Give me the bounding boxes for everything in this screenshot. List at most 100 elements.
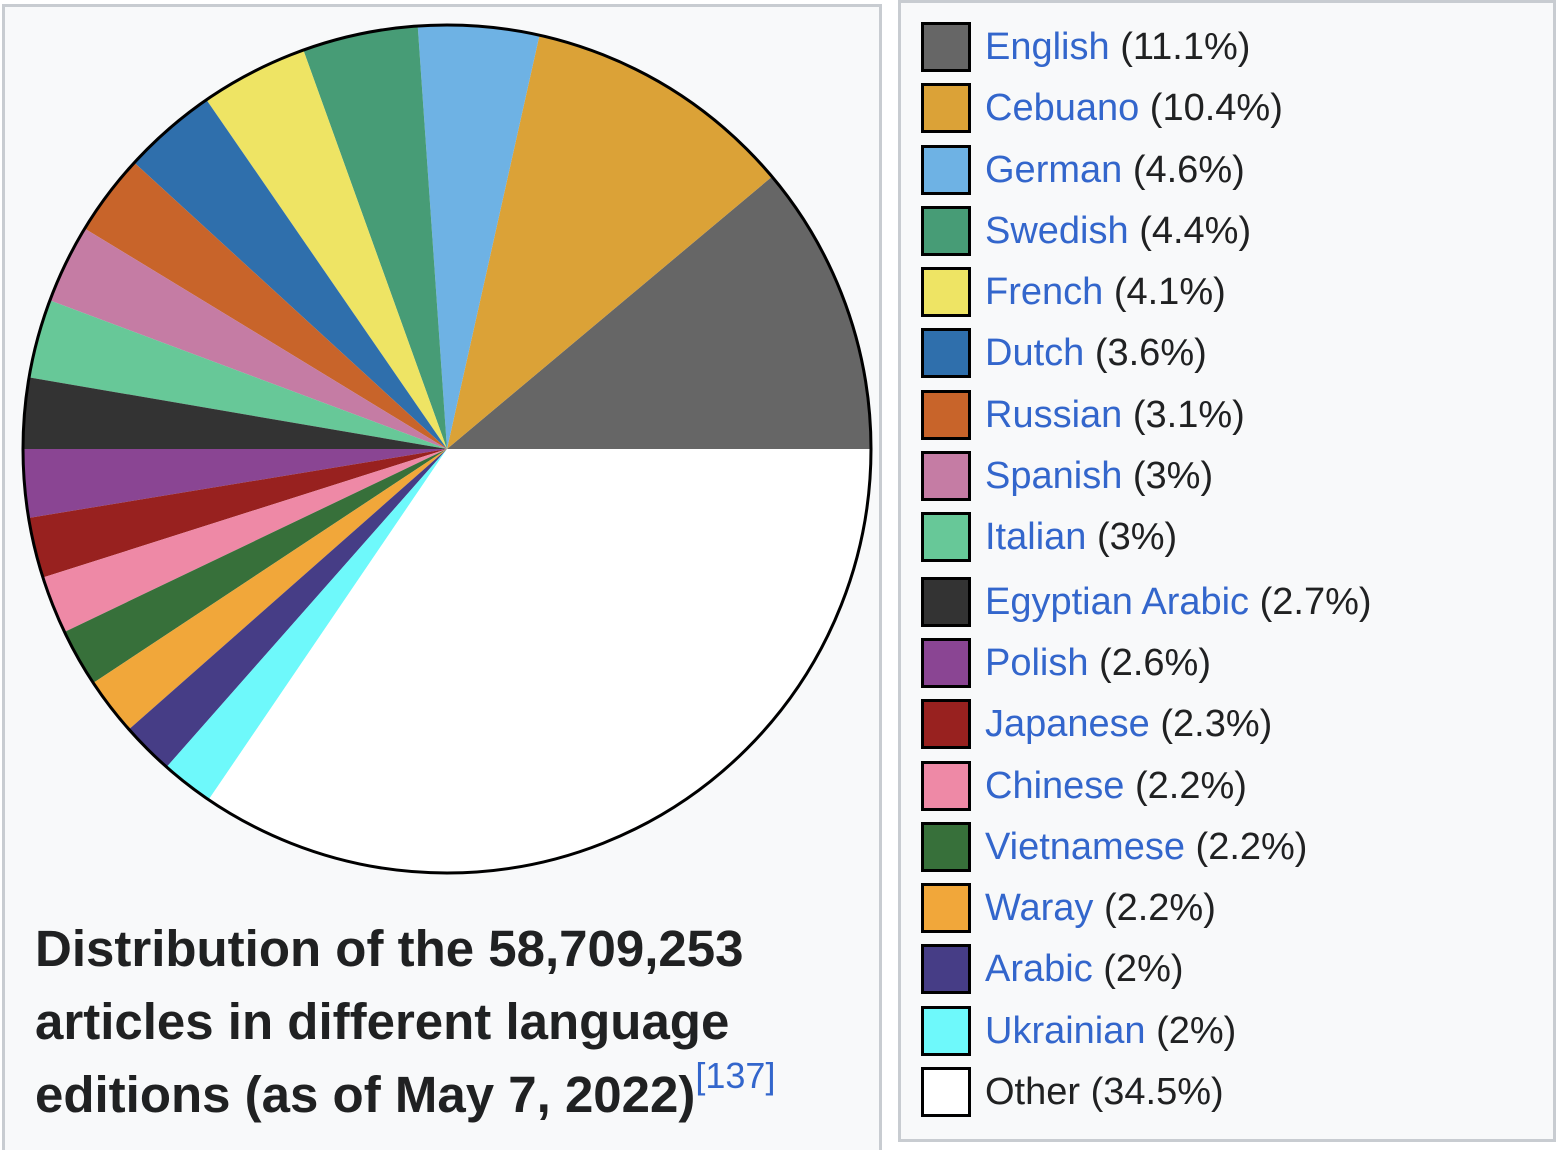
chart-caption: Distribution of the 58,709,253 articles … [35,912,855,1131]
legend-percent: (10.4%) [1139,86,1283,129]
legend-percent: (2%) [1145,1009,1237,1052]
legend-swatch [921,451,971,501]
legend-label: Dutch (3.6%) [985,332,1207,375]
language-link[interactable]: French [985,270,1104,313]
legend-percent: (2.3%) [1149,702,1273,745]
legend-swatch [921,267,971,317]
legend-item-cebuano: Cebuano (10.4%) [921,82,1283,134]
legend-label: Russian (3.1%) [985,394,1245,437]
legend-item-swedish: Swedish (4.4%) [921,205,1251,257]
legend-swatch [921,206,971,256]
legend-item-arabic: Arabic (2%) [921,943,1184,995]
chart-figure: Distribution of the 58,709,253 articles … [2,4,882,1150]
legend-percent: (4.1%) [1103,270,1226,313]
language-link[interactable]: Ukrainian [985,1009,1146,1052]
legend-percent: (2.2%) [1124,764,1247,807]
pie-slice-french [206,50,447,449]
pie-slice-german [417,24,540,449]
pie-slice-other [208,449,871,873]
language-link[interactable]: Chinese [985,764,1125,807]
pie-slice-vietnamese [64,449,447,683]
language-link[interactable]: German [985,148,1123,191]
legend-swatch [921,390,971,440]
legend-swatch [921,328,971,378]
legend-swatch [921,1067,971,1117]
chart-legend: English (11.1%) Cebuano (10.4%) German (4.… [898,0,1556,1142]
legend-percent: (4.4%) [1128,209,1252,252]
legend-item-italian: Italian (3%) [921,511,1177,563]
legend-item-chinese: Chinese (2.2%) [921,760,1247,812]
language-link[interactable]: Italian [985,515,1087,558]
legend-label: Waray (2.2%) [985,887,1216,930]
legend-item-dutch: Dutch (3.6%) [921,327,1207,379]
legend-item-waray: Waray (2.2%) [921,882,1216,934]
pie-slice-chinese [42,449,447,632]
legend-label: German (4.6%) [985,149,1245,192]
legend-item-spanish: Spanish (3%) [921,450,1213,502]
pie-slice-egyptian-arabic [23,377,447,449]
legend-label: Italian (3%) [985,516,1177,559]
legend-swatch [921,761,971,811]
pie-slice-japanese [28,449,448,578]
legend-label: Swedish (4.4%) [985,210,1251,253]
language-link[interactable]: Swedish [985,209,1129,252]
legend-label: French (4.1%) [985,271,1226,314]
legend-percent: (2%) [1092,947,1184,990]
language-link[interactable]: Spanish [985,454,1123,497]
pie-outline [21,23,873,875]
language-link[interactable]: Arabic [985,947,1093,990]
legend-swatch [921,883,971,933]
legend-label: Cebuano (10.4%) [985,87,1283,130]
pie-slice-arabic [128,449,447,768]
legend-percent: (3%) [1122,454,1214,497]
legend-percent: (2.7%) [1249,580,1372,623]
pie-slice-cebuano [447,35,772,450]
legend-label: English (11.1%) [985,26,1250,69]
language-link[interactable]: Japanese [985,702,1150,745]
language-link[interactable]: Egyptian Arabic [985,580,1250,623]
pie-slice-spanish [49,228,448,449]
language-link[interactable]: Vietnamese [985,825,1185,868]
legend-percent: (2.2%) [1184,825,1308,868]
legend-swatch [921,577,971,627]
legend-item-french: French (4.1%) [921,266,1226,318]
caption-text: Distribution of the 58,709,253 articles … [35,920,744,1123]
legend-item-english: English (11.1%) [921,21,1250,73]
legend-label: Egyptian Arabic (2.7%) [985,581,1372,624]
legend-percent: (3.1%) [1122,393,1245,436]
legend-label: Spanish (3%) [985,455,1213,498]
language-link[interactable]: Dutch [985,331,1085,374]
language-link[interactable]: Waray [985,886,1094,929]
pie-slice-polish [23,449,447,518]
language-link[interactable]: English [985,25,1110,68]
pie-slice-dutch [134,99,447,449]
legend-percent: (4.6%) [1122,148,1245,191]
legend-swatch [921,699,971,749]
legend-item-egyptian-arabic: Egyptian Arabic (2.7%) [921,576,1372,628]
legend-item-russian: Russian (3.1%) [921,389,1245,441]
legend-label: Ukrainian (2%) [985,1010,1236,1053]
pie-slice-english [447,176,871,449]
legend-label: Other (34.5%) [985,1071,1224,1114]
pie-slice-russian [84,162,447,449]
legend-label: Vietnamese (2.2%) [985,826,1307,869]
language-name: Other [985,1070,1081,1113]
legend-label: Japanese (2.3%) [985,703,1272,746]
legend-swatch [921,1006,971,1056]
legend-item-japanese: Japanese (2.3%) [921,698,1272,750]
legend-swatch [921,512,971,562]
citation-link[interactable]: [137] [695,1055,776,1096]
legend-item-german: German (4.6%) [921,144,1245,196]
legend-swatch [921,22,971,72]
pie-slice-waray [93,449,447,730]
pie-slice-italian [29,300,448,449]
language-link[interactable]: Polish [985,641,1089,684]
legend-item-polish: Polish (2.6%) [921,637,1211,689]
pie-slice-swedish [303,26,447,449]
legend-label: Arabic (2%) [985,948,1184,991]
language-link[interactable]: Cebuano [985,86,1140,129]
pie-chart [21,23,873,875]
legend-swatch [921,822,971,872]
language-link[interactable]: Russian [985,393,1123,436]
legend-swatch [921,944,971,994]
